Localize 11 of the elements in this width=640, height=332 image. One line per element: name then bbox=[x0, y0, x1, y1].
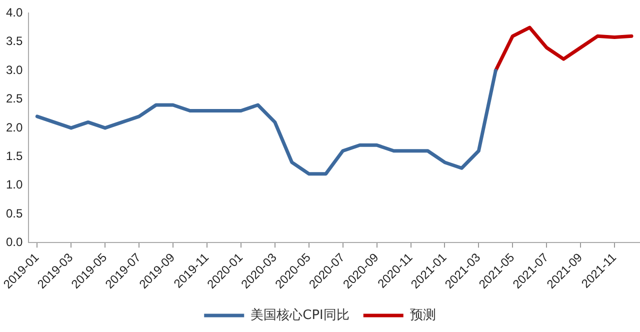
y-tick-label: 1.5 bbox=[6, 148, 23, 163]
y-tick-label: 2.5 bbox=[6, 92, 23, 106]
legend-label: 预测 bbox=[410, 308, 436, 323]
y-tick-label: 4.0 bbox=[6, 6, 23, 20]
y-tick-label: 0.0 bbox=[6, 234, 23, 249]
y-tick-label: 1.0 bbox=[6, 178, 23, 192]
y-tick-label: 3.5 bbox=[6, 34, 23, 48]
legend-label: 美国核心CPI同比 bbox=[250, 306, 350, 323]
y-tick-label: 0.5 bbox=[6, 206, 23, 220]
y-tick-label: 2.0 bbox=[6, 120, 23, 134]
y-tick-label: 3.0 bbox=[6, 62, 23, 77]
